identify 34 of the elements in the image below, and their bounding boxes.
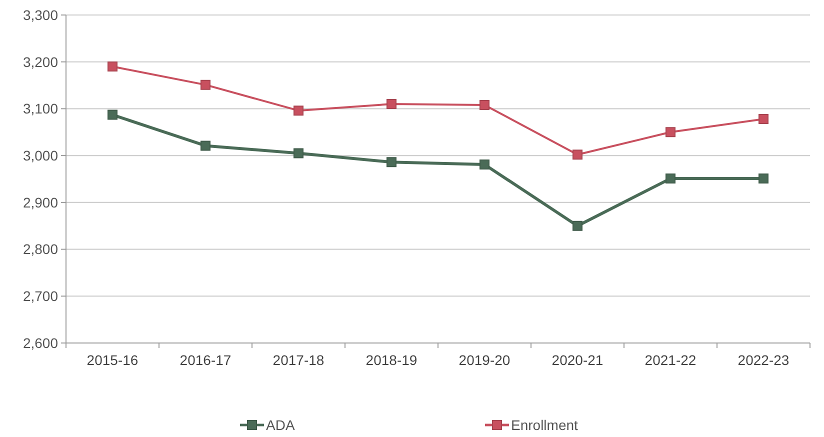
- point: [666, 174, 676, 184]
- y-tick-label: 3,100: [22, 100, 58, 117]
- point: [480, 100, 490, 110]
- x-tick-label: 2022-23: [738, 352, 790, 368]
- x-tick-label: 2020-21: [552, 352, 604, 368]
- point: [108, 62, 118, 72]
- y-tick-label: 3,300: [22, 6, 58, 23]
- y-tick-label: 2,700: [22, 288, 58, 304]
- legend-label: ADA: [266, 416, 296, 433]
- point: [386, 157, 396, 168]
- y-tick-label: 2,800: [22, 241, 58, 258]
- point: [200, 140, 210, 151]
- x-tick-label: 2015-16: [86, 352, 138, 368]
- point: [758, 114, 768, 124]
- y-tick-label: 3,200: [22, 54, 58, 70]
- point: [572, 220, 582, 231]
- x-tick-label: 2017-18: [272, 352, 324, 368]
- point: [108, 110, 118, 120]
- point: [294, 148, 304, 158]
- y-tick-label: 2,600: [22, 334, 58, 351]
- legend-label: Enrollment: [511, 416, 578, 433]
- point: [666, 127, 676, 138]
- x-tick-label: 2019-20: [458, 352, 510, 368]
- point: [758, 174, 768, 184]
- point: [572, 150, 582, 160]
- y-tick-label: 3,000: [22, 147, 58, 164]
- x-tick-label: 2018-19: [366, 352, 418, 368]
- x-tick-label: 2016-17: [180, 352, 232, 368]
- point: [294, 106, 304, 116]
- point: [200, 80, 210, 90]
- x-tick-label: 2021-22: [644, 352, 696, 368]
- y-tick-label: 2,900: [22, 194, 58, 210]
- point: [386, 99, 396, 110]
- point: [480, 159, 490, 170]
